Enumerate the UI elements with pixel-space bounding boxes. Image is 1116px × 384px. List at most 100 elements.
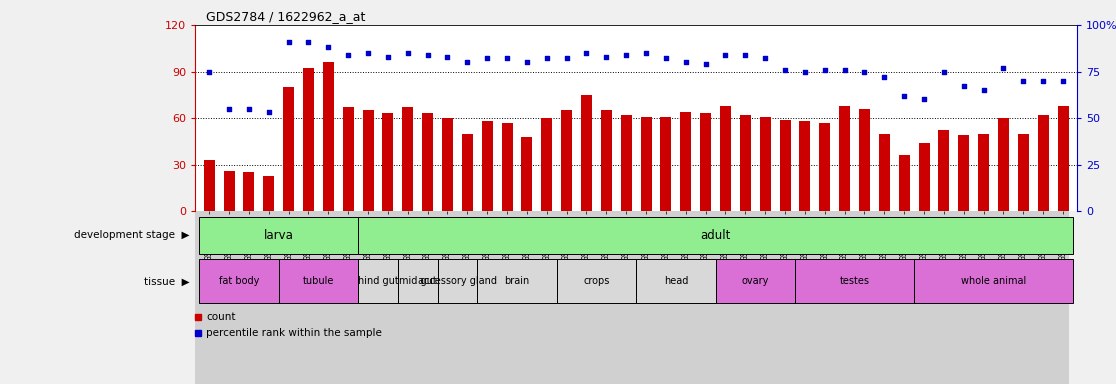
Text: ovary: ovary: [741, 276, 769, 286]
Bar: [780, 120, 790, 211]
Text: head: head: [664, 276, 689, 286]
Bar: [482, 121, 492, 211]
Bar: [914, 259, 1072, 303]
Point: [955, 83, 973, 89]
Point: [974, 87, 992, 93]
Point: [220, 106, 238, 112]
Bar: [363, 110, 374, 211]
Point: [716, 52, 734, 58]
Bar: [561, 110, 573, 211]
Bar: [279, 259, 358, 303]
Text: count: count: [206, 312, 235, 322]
Bar: [978, 134, 989, 211]
Bar: [939, 131, 950, 211]
Bar: [204, 160, 214, 211]
Point: [1055, 78, 1072, 84]
Text: percentile rank within the sample: percentile rank within the sample: [206, 328, 382, 338]
Text: whole animal: whole animal: [961, 276, 1027, 286]
Point: [737, 52, 754, 58]
Point: [994, 65, 1012, 71]
Point: [359, 50, 377, 56]
Bar: [501, 123, 512, 211]
Bar: [661, 116, 672, 211]
Bar: [740, 115, 751, 211]
Text: accessory gland: accessory gland: [417, 276, 497, 286]
Point: [637, 50, 655, 56]
Point: [558, 55, 576, 61]
Bar: [760, 116, 771, 211]
Text: development stage  ▶: development stage ▶: [75, 230, 190, 240]
Bar: [1018, 134, 1029, 211]
Bar: [620, 115, 632, 211]
Bar: [636, 259, 715, 303]
Bar: [358, 259, 397, 303]
Bar: [859, 109, 870, 211]
Point: [597, 53, 615, 60]
Point: [776, 66, 793, 73]
Text: tissue  ▶: tissue ▶: [144, 276, 190, 286]
Bar: [437, 259, 478, 303]
Point: [657, 55, 675, 61]
Text: adult: adult: [701, 229, 731, 242]
Bar: [819, 123, 830, 211]
Bar: [720, 106, 731, 211]
Bar: [358, 217, 1072, 254]
Point: [676, 59, 694, 65]
Text: fat body: fat body: [219, 276, 259, 286]
Point: [240, 106, 258, 112]
Bar: [478, 259, 557, 303]
Point: [299, 39, 317, 45]
Bar: [402, 107, 413, 211]
Bar: [898, 155, 910, 211]
Text: mid gut: mid gut: [398, 276, 436, 286]
Point: [479, 55, 497, 61]
Point: [518, 59, 536, 65]
Point: [796, 68, 814, 74]
Text: testes: testes: [839, 276, 869, 286]
Point: [836, 66, 854, 73]
Point: [280, 39, 298, 45]
Bar: [343, 107, 354, 211]
Point: [856, 68, 874, 74]
Bar: [795, 259, 914, 303]
Point: [339, 52, 357, 58]
Bar: [462, 134, 473, 211]
Point: [319, 44, 337, 50]
Point: [439, 53, 456, 60]
Bar: [1038, 115, 1049, 211]
Bar: [263, 175, 275, 211]
Text: brain: brain: [504, 276, 530, 286]
Text: crops: crops: [584, 276, 609, 286]
Point: [617, 52, 635, 58]
Bar: [304, 68, 314, 211]
Bar: [521, 137, 532, 211]
Point: [498, 55, 516, 61]
Point: [895, 93, 913, 99]
Bar: [715, 259, 795, 303]
Text: hind gut: hind gut: [357, 276, 398, 286]
Bar: [700, 113, 711, 211]
Point: [757, 55, 775, 61]
Point: [418, 52, 436, 58]
Bar: [641, 116, 652, 211]
Bar: [879, 134, 889, 211]
Point: [875, 74, 893, 80]
Point: [200, 68, 218, 74]
Point: [398, 50, 416, 56]
Point: [1014, 78, 1032, 84]
Point: [538, 55, 556, 61]
Point: [915, 96, 933, 103]
Bar: [839, 106, 850, 211]
Bar: [1058, 106, 1068, 211]
Point: [1035, 78, 1052, 84]
Bar: [223, 171, 234, 211]
Bar: [283, 87, 295, 211]
Text: GDS2784 / 1622962_a_at: GDS2784 / 1622962_a_at: [206, 10, 366, 23]
Point: [696, 61, 714, 67]
Point: [379, 53, 397, 60]
Bar: [557, 259, 636, 303]
Bar: [581, 95, 591, 211]
Bar: [998, 118, 1009, 211]
Bar: [243, 172, 254, 211]
Point: [459, 59, 477, 65]
